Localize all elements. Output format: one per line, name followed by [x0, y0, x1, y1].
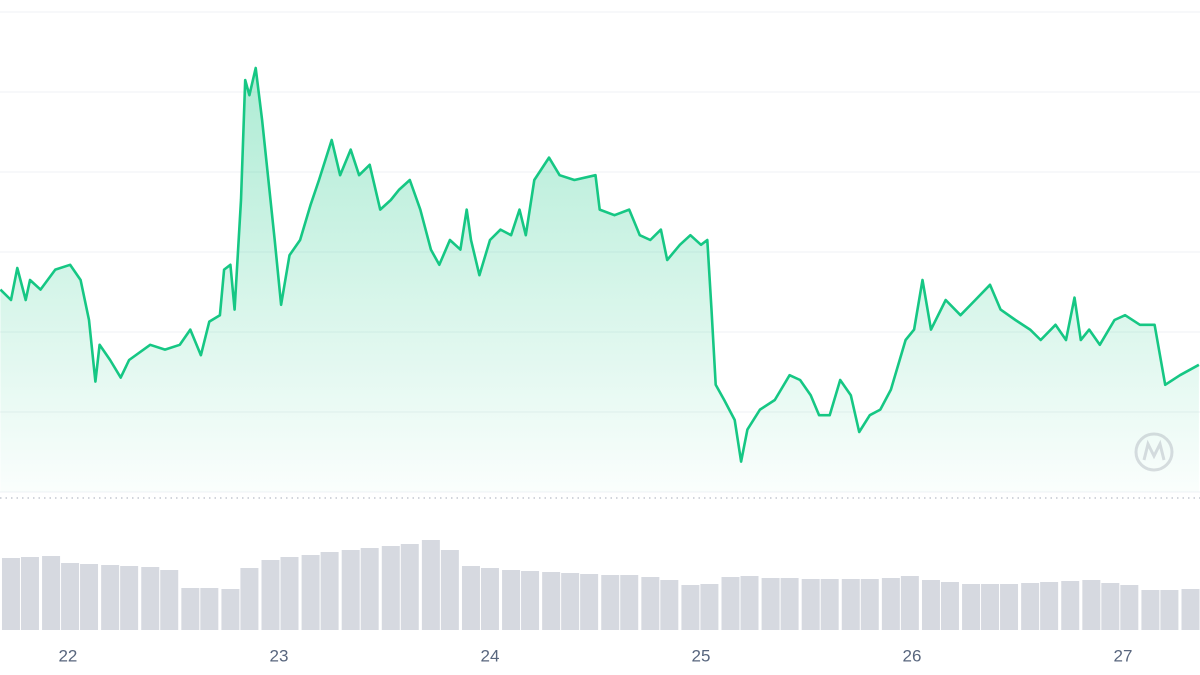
volume-bar [61, 563, 80, 630]
volume-bar [280, 557, 299, 630]
volume-bar [240, 568, 259, 630]
volume-bar [740, 576, 759, 630]
volume-bar [200, 588, 219, 630]
volume-bar [221, 589, 240, 630]
volume-bar [860, 579, 879, 630]
volume-bar [42, 556, 61, 630]
x-tick-label: 24 [480, 646, 499, 665]
volume-bar [962, 584, 981, 630]
volume-bar [160, 570, 179, 630]
volume-bar [341, 550, 360, 630]
volume-bar [1000, 584, 1019, 630]
volume-bar [700, 584, 719, 630]
volume-bar [721, 577, 740, 630]
volume-bar [1120, 585, 1139, 630]
volume-bar [360, 548, 379, 630]
price-line [0, 66, 1200, 463]
volume-bar [1, 558, 20, 630]
volume-bar [900, 576, 919, 630]
volume-bar [440, 550, 459, 630]
volume-bar [101, 565, 120, 630]
volume-bar [1141, 590, 1160, 630]
volume-bar [1082, 580, 1101, 630]
x-tick-label: 22 [58, 646, 77, 665]
volume-bar [1101, 583, 1120, 630]
watermark-logo [1134, 432, 1174, 472]
volume-bar [141, 567, 160, 630]
volume-bar [542, 572, 561, 630]
volume-bar [601, 575, 620, 630]
volume-bar [820, 579, 839, 630]
volume-bar [561, 573, 580, 630]
volume-bar [981, 584, 1000, 630]
x-tick-label: 25 [692, 646, 711, 665]
volume-bar [940, 582, 959, 630]
volume-bar [580, 574, 599, 630]
x-tick-label: 26 [903, 646, 922, 665]
volume-bar [780, 578, 799, 630]
volume-bar [801, 579, 820, 630]
volume-bar [521, 571, 540, 630]
volume-bar [761, 578, 780, 630]
volume-bar [641, 577, 660, 630]
price-area [0, 68, 1199, 492]
volume-bar [120, 566, 139, 630]
volume-bar [921, 580, 940, 630]
volume-bar [620, 575, 639, 630]
volume-bar [461, 566, 480, 630]
volume-bar [1061, 581, 1080, 630]
volume-bar [301, 555, 320, 630]
volume-bar [881, 578, 900, 630]
x-tick-label: 27 [1114, 646, 1133, 665]
volume-bar [261, 560, 280, 630]
volume-bar [1160, 590, 1179, 630]
volume-bar [80, 564, 99, 630]
volume-bar [1181, 589, 1200, 630]
volume-bar [421, 540, 440, 630]
volume-bar [320, 552, 339, 630]
volume-bar [400, 544, 419, 630]
volume-bar [1021, 583, 1040, 630]
volume-bar [502, 570, 521, 630]
volume-bar [1040, 582, 1059, 630]
volume-bar [660, 580, 679, 630]
volume-bar [20, 557, 39, 630]
volume-bar [381, 546, 400, 630]
volume-bar [841, 579, 860, 630]
volume-bar [681, 585, 700, 630]
volume-bar [181, 588, 200, 630]
x-tick-label: 23 [269, 646, 288, 665]
volume-bar [480, 568, 499, 630]
